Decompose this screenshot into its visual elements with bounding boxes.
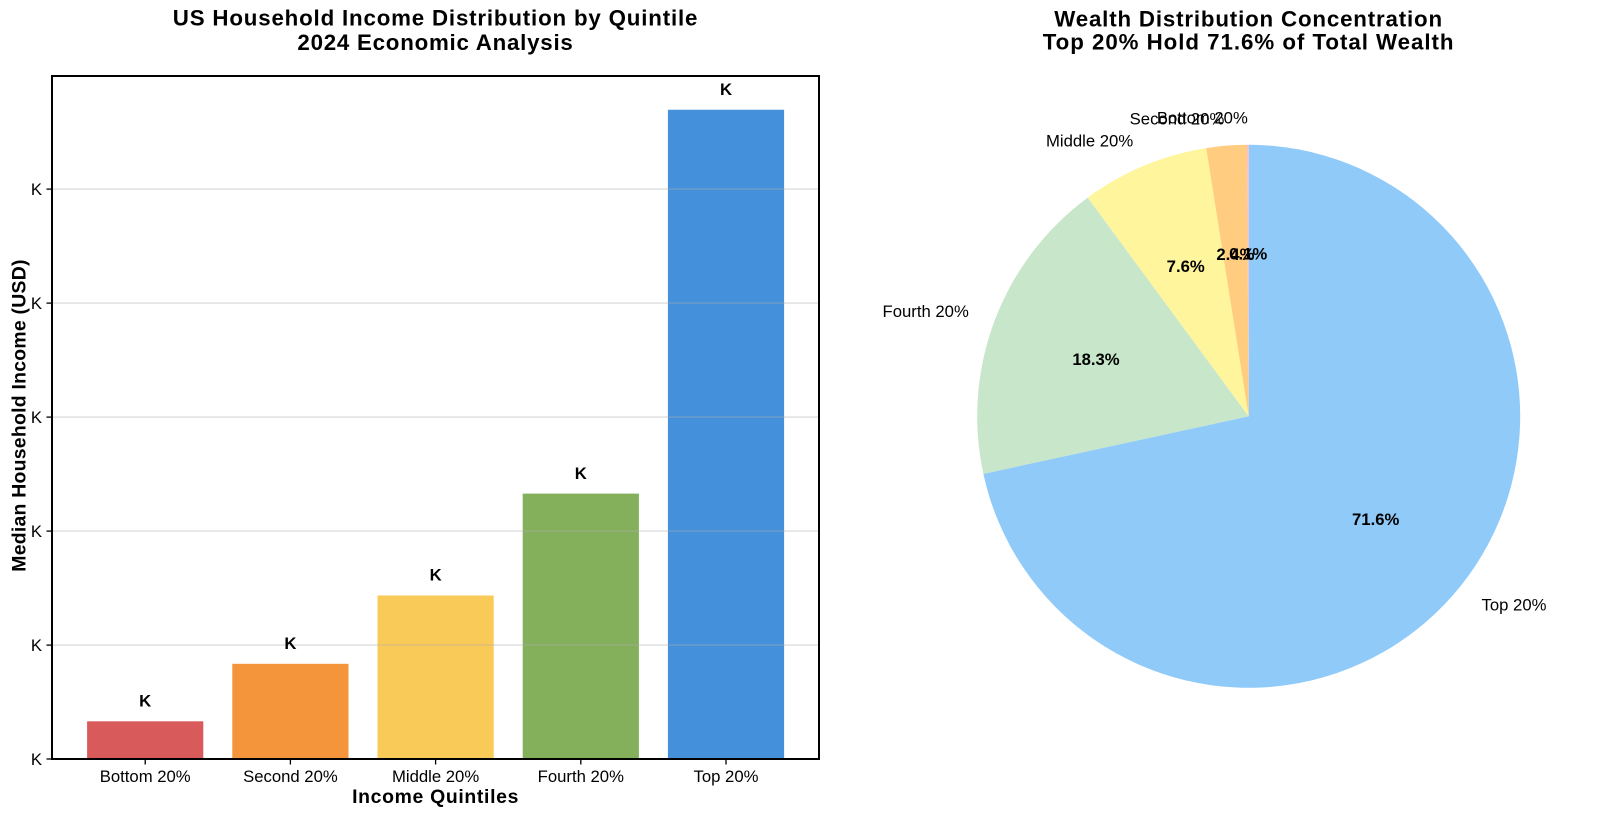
svg-text:Top 20% Hold 71.6% of Total We: Top 20% Hold 71.6% of Total Wealth (1043, 30, 1455, 55)
svg-text:K: K (720, 80, 732, 99)
svg-text:2.4%: 2.4% (1216, 245, 1254, 264)
svg-text:US Household Income Distributi: US Household Income Distribution by Quin… (173, 6, 698, 31)
svg-text:K: K (284, 634, 296, 653)
svg-text:K: K (31, 750, 42, 769)
svg-text:18.3%: 18.3% (1072, 350, 1119, 369)
svg-text:K: K (31, 522, 42, 541)
svg-text:Second 20%: Second 20% (243, 767, 338, 786)
svg-text:7.6%: 7.6% (1167, 257, 1205, 276)
svg-text:Bottom 20%: Bottom 20% (1157, 109, 1248, 128)
svg-text:Fourth 20%: Fourth 20% (883, 302, 969, 321)
svg-text:Income Quintiles: Income Quintiles (352, 786, 519, 808)
svg-text:Top 20%: Top 20% (694, 767, 759, 786)
svg-text:71.6%: 71.6% (1352, 510, 1399, 529)
svg-text:Top 20%: Top 20% (1482, 596, 1547, 615)
svg-text:K: K (31, 408, 42, 427)
svg-text:K: K (575, 464, 587, 483)
svg-text:2024 Economic Analysis: 2024 Economic Analysis (297, 30, 573, 55)
svg-text:Fourth 20%: Fourth 20% (538, 767, 624, 786)
svg-text:0.1%: 0.1% (1229, 244, 1267, 263)
svg-text:Middle 20%: Middle 20% (1046, 132, 1133, 151)
svg-text:Median Household Income (USD): Median Household Income (USD) (9, 259, 31, 571)
svg-text:K: K (430, 566, 442, 585)
svg-text:K: K (31, 180, 42, 199)
svg-text:K: K (31, 294, 42, 313)
svg-text:Middle 20%: Middle 20% (392, 767, 479, 786)
svg-text:K: K (139, 692, 151, 711)
svg-text:Bottom 20%: Bottom 20% (100, 767, 191, 786)
svg-text:K: K (31, 636, 42, 655)
svg-text:Wealth Distribution Concentrat: Wealth Distribution Concentration (1054, 6, 1443, 31)
svg-text:Second 20%: Second 20% (1130, 109, 1225, 128)
